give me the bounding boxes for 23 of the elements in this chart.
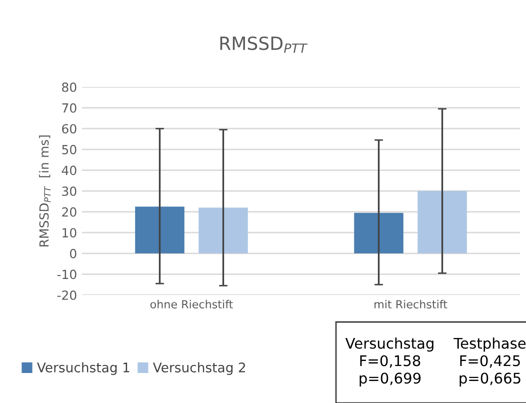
- y-tick-label: 80: [62, 82, 76, 92]
- bar: [135, 206, 184, 254]
- y-tick-label: 10: [62, 228, 76, 238]
- text: Testphase F=0,425 p=0,665: [454, 338, 526, 386]
- chart-title: RMSSD$_{PTT}$: [220, 36, 308, 53]
- text: Versuchstag F=0,158 p=0,699: [345, 338, 434, 386]
- y-tick-label: 60: [62, 124, 76, 134]
- y-tick-label: -10: [57, 270, 76, 280]
- x-tick-label: mit Riechstift: [374, 300, 448, 308]
- legend-label: Versuchstag 1: [37, 362, 130, 376]
- y-tick-label: 70: [62, 103, 76, 113]
- bar: [418, 191, 467, 254]
- y-tick-label: 50: [62, 144, 76, 154]
- y-tick-label: 20: [62, 207, 76, 217]
- bar: [198, 208, 248, 254]
- y-tick-label: 30: [62, 186, 76, 196]
- x-tick-label: ohne Riechstift: [150, 300, 233, 308]
- y-tick-label: -20: [57, 290, 76, 300]
- y-tick-label: 0: [70, 248, 76, 258]
- y-axis-title: RMSSD$_{PTT}$ [in ms]: [39, 136, 51, 246]
- y-tick-label: 40: [62, 166, 76, 176]
- bar: [354, 212, 404, 254]
- legend-label: Versuchstag 2: [152, 362, 246, 376]
